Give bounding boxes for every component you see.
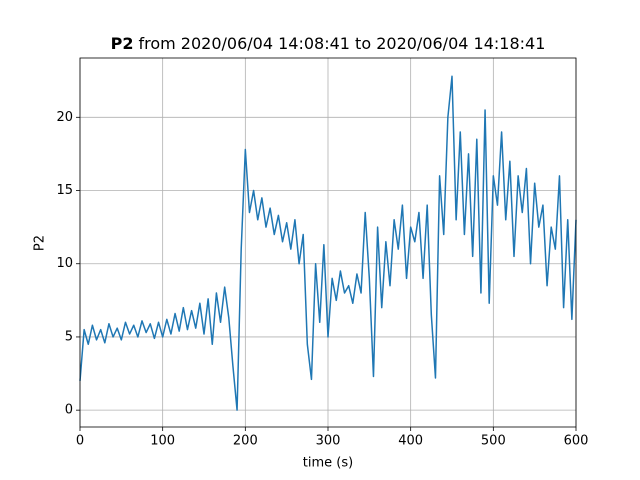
y-tick-label: 15 <box>56 183 73 198</box>
chart-title: P2 from 2020/06/04 14:08:41 to 2020/06/04… <box>111 34 546 53</box>
y-tick-label: 5 <box>65 329 73 344</box>
x-tick-label: 300 <box>316 434 341 449</box>
y-tick-label: 10 <box>56 256 73 271</box>
y-tick-label: 20 <box>56 110 73 125</box>
plot-frame <box>79 57 577 428</box>
x-tick-label: 500 <box>481 434 506 449</box>
x-tick-label: 600 <box>564 434 589 449</box>
x-tick-label: 400 <box>398 434 423 449</box>
x-tick-label: 200 <box>233 434 258 449</box>
title-prefix: P2 <box>111 34 134 53</box>
y-tick-label: 0 <box>65 403 73 418</box>
y-axis-label: P2 <box>33 235 48 251</box>
x-tick-label: 100 <box>150 434 175 449</box>
x-tick-label: 0 <box>76 434 84 449</box>
data-line <box>79 75 577 411</box>
x-axis-label: time (s) <box>303 456 353 471</box>
title-text: from 2020/06/04 14:08:41 to 2020/06/04 1… <box>138 34 545 53</box>
